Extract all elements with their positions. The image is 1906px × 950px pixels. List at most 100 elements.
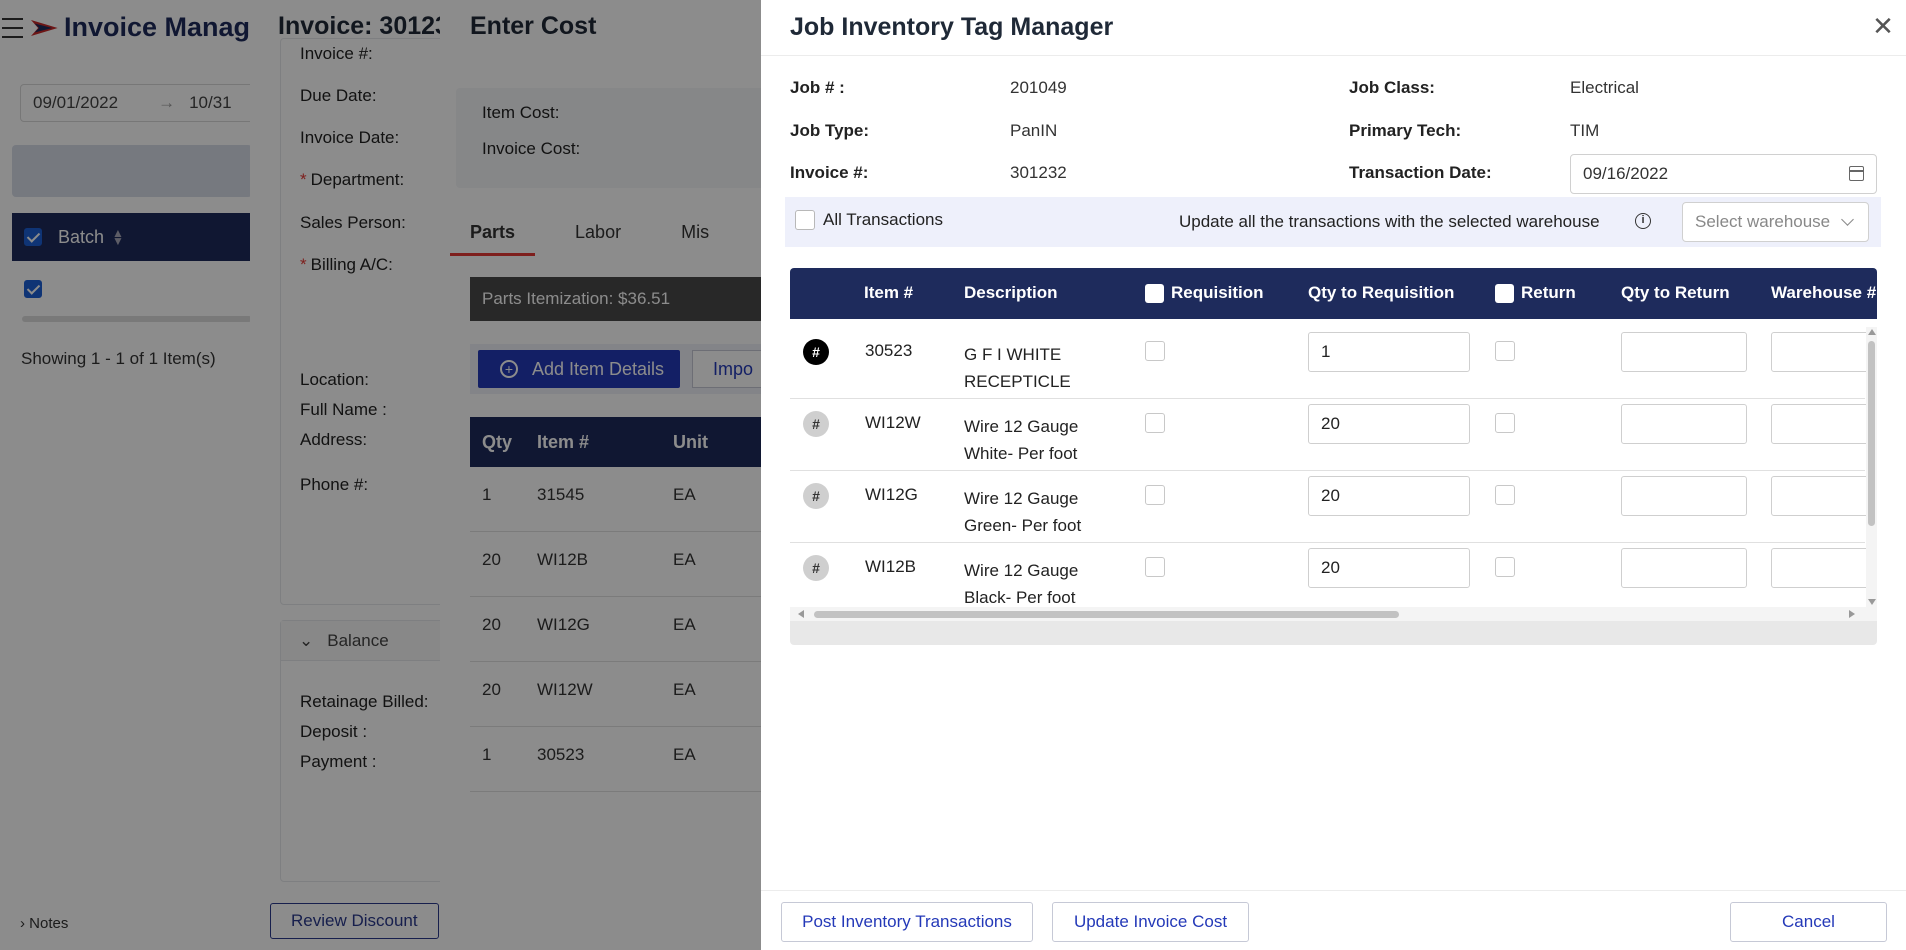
- return-all-checkbox[interactable]: [1495, 283, 1514, 303]
- col-requisition: Requisition: [1145, 283, 1264, 303]
- parts-itemization-bar: Parts Itemization: $36.51: [470, 277, 770, 321]
- warehouse-select[interactable]: Select warehouse: [1682, 202, 1869, 242]
- billing-label: * Billing A/C:: [300, 255, 393, 274]
- qty-requisition-input[interactable]: 1: [1308, 332, 1470, 372]
- update-invoice-cost-button[interactable]: Update Invoice Cost: [1052, 902, 1249, 942]
- update-warehouse-text: Update all the transactions with the sel…: [1179, 212, 1600, 231]
- qty-return-input[interactable]: [1621, 404, 1747, 444]
- requisition-all-checkbox[interactable]: [1145, 283, 1164, 303]
- batch-table-header: Batch ▲ ▼: [12, 213, 252, 261]
- job-no-value: 201049: [1010, 78, 1067, 97]
- review-discount-button[interactable]: Review Discount: [270, 903, 439, 939]
- sort-icon[interactable]: ▲ ▼: [112, 226, 124, 248]
- logo-icon: [31, 19, 58, 36]
- col-item: Item #: [864, 283, 914, 302]
- row-item: WI12G: [865, 485, 918, 504]
- invoice-no-label: Invoice #:: [300, 44, 373, 63]
- deposit-label: Deposit :: [300, 722, 368, 741]
- table-row[interactable]: 20 WI12W EA: [470, 662, 770, 727]
- qty-return-input[interactable]: [1621, 476, 1747, 516]
- app-title: Invoice Manag: [63, 12, 250, 42]
- payment-label: Payment :: [300, 752, 377, 771]
- warehouse-input[interactable]: [1771, 476, 1871, 516]
- batch-scrollbar[interactable]: [22, 316, 252, 322]
- warehouse-input[interactable]: [1771, 548, 1871, 588]
- plus-icon: +: [500, 360, 518, 378]
- chevron-down-icon: [1841, 213, 1854, 226]
- inventory-grid: Item # Description Requisition Qty to Re…: [790, 268, 1877, 648]
- col-qty-requisition: Qty to Requisition: [1308, 283, 1455, 302]
- filter-bar: [12, 145, 252, 197]
- invoice-cost-label: Invoice Cost:: [482, 139, 581, 158]
- return-checkbox[interactable]: [1495, 341, 1515, 361]
- return-checkbox[interactable]: [1495, 557, 1515, 577]
- table-row[interactable]: 1 31545 EA: [470, 467, 770, 532]
- row-checkbox[interactable]: [24, 280, 42, 298]
- requisition-checkbox[interactable]: [1145, 413, 1165, 433]
- row-description: Wire 12 Gauge Black- Per foot: [964, 561, 1079, 607]
- requisition-checkbox[interactable]: [1145, 557, 1165, 577]
- app-header: Invoice Manag: [0, 0, 250, 55]
- tab-labor[interactable]: Labor: [575, 222, 622, 242]
- return-checkbox[interactable]: [1495, 413, 1515, 433]
- add-item-details-button[interactable]: + Add Item Details: [478, 350, 680, 388]
- date-range-arrow: →: [158, 93, 176, 112]
- job-class-label: Job Class:: [1349, 78, 1435, 97]
- qty-return-input[interactable]: [1621, 332, 1747, 372]
- batch-column-label[interactable]: Batch: [58, 226, 105, 247]
- tag-icon[interactable]: #: [803, 555, 829, 581]
- primary-tech-label: Primary Tech:: [1349, 121, 1462, 140]
- row-description: Wire 12 Gauge White- Per foot: [964, 417, 1079, 463]
- row-item: 30523: [865, 341, 913, 360]
- requisition-checkbox[interactable]: [1145, 485, 1165, 505]
- info-icon[interactable]: i: [1635, 213, 1651, 229]
- title-divider: [761, 55, 1906, 56]
- qty-requisition-input[interactable]: 20: [1308, 404, 1470, 444]
- tag-icon[interactable]: #: [803, 483, 829, 509]
- cost-tabs: Parts Labor Mis: [450, 222, 769, 256]
- department-label: * Department:: [300, 170, 405, 189]
- table-row[interactable]: 20 WI12G EA: [470, 597, 770, 662]
- close-icon[interactable]: ✕: [1872, 11, 1894, 41]
- post-inventory-transactions-button[interactable]: Post Inventory Transactions: [781, 902, 1033, 942]
- tag-icon[interactable]: #: [803, 339, 829, 365]
- col-item: Item #: [537, 431, 590, 452]
- table-row[interactable]: 20 WI12B EA: [470, 532, 770, 597]
- qty-return-input[interactable]: [1621, 548, 1747, 588]
- warehouse-input[interactable]: [1771, 332, 1871, 372]
- cancel-button[interactable]: Cancel: [1730, 902, 1887, 942]
- tag-icon[interactable]: #: [803, 411, 829, 437]
- transaction-date-value: 09/16/2022: [1583, 164, 1669, 183]
- all-transactions-checkbox[interactable]: [795, 210, 815, 230]
- due-date-label: Due Date:: [300, 86, 377, 105]
- parts-toolbar: + Add Item Details Impo: [470, 344, 782, 394]
- job-type-label: Job Type:: [790, 121, 870, 140]
- return-checkbox[interactable]: [1495, 485, 1515, 505]
- hamburger-menu-icon[interactable]: [2, 17, 24, 38]
- location-label: Location:: [300, 370, 369, 389]
- qty-requisition-input[interactable]: 20: [1308, 476, 1470, 516]
- table-row: # 30523 G F I WHITE RECEPTICLE 1: [790, 327, 1871, 399]
- requisition-checkbox[interactable]: [1145, 341, 1165, 361]
- col-qty: Qty: [482, 431, 513, 452]
- select-all-checkbox[interactable]: [24, 228, 42, 246]
- grid-vertical-scrollbar[interactable]: [1866, 327, 1877, 607]
- calendar-icon[interactable]: [1849, 166, 1864, 181]
- tab-misc[interactable]: Mis: [681, 222, 710, 242]
- qty-requisition-input[interactable]: 20: [1308, 548, 1470, 588]
- table-row[interactable]: 1 30523 EA: [470, 727, 770, 792]
- transaction-date-input[interactable]: 09/16/2022: [1570, 154, 1877, 194]
- row-item: WI12W: [865, 413, 921, 432]
- notes-toggle[interactable]: › Notes: [20, 915, 69, 932]
- item-cost-label: Item Cost:: [482, 103, 560, 122]
- tab-parts[interactable]: Parts: [450, 222, 536, 256]
- batch-row: [24, 280, 42, 303]
- date-from: 09/01/2022: [33, 93, 119, 112]
- showing-count: Showing 1 - 1 of 1 Item(s): [21, 349, 216, 368]
- invoice-title: Invoice: 30123: [278, 12, 449, 40]
- all-transactions-toggle[interactable]: All Transactions: [795, 210, 943, 230]
- col-description: Description: [964, 283, 1058, 302]
- warehouse-input[interactable]: [1771, 404, 1871, 444]
- grid-horizontal-scrollbar[interactable]: [790, 607, 1877, 621]
- invoice-no-label: Invoice #:: [790, 163, 869, 182]
